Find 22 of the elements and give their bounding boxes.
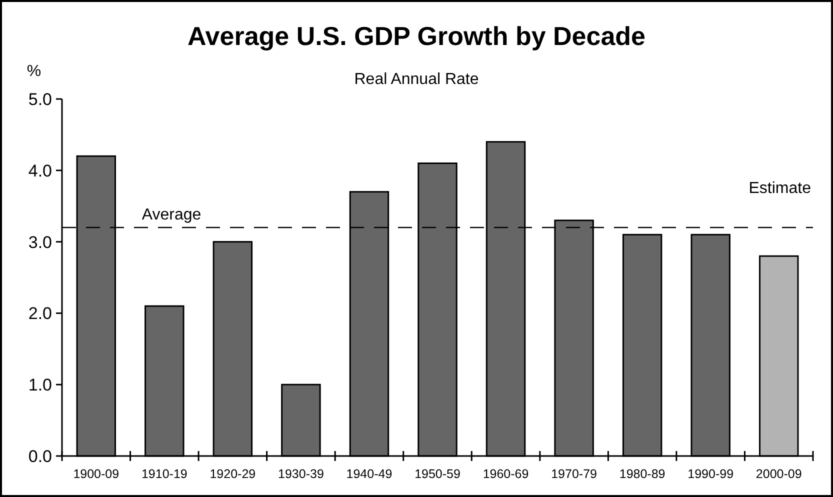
x-tick-label: 1960-69	[482, 467, 529, 481]
x-tick-label: 1980-89	[619, 467, 666, 481]
x-tick-label: 1990-99	[688, 467, 734, 481]
x-tick-label: 1970-79	[551, 467, 598, 481]
chart-title: Average U.S. GDP Growth by Decade	[187, 21, 646, 51]
chart-subtitle: Real Annual Rate	[354, 71, 479, 88]
ref-line-label: Average	[142, 206, 202, 224]
y-tick-label: 2.0	[28, 304, 52, 324]
x-tick-label: 2000-09	[756, 467, 802, 481]
y-tick-label: 1.0	[28, 376, 52, 395]
x-tick-label: 1920-29	[210, 467, 256, 481]
y-tick-label: 5.0	[28, 90, 52, 109]
y-tick-label: 4.0	[28, 161, 52, 180]
annotation: Estimate	[748, 180, 812, 197]
x-tick-label: 1910-19	[141, 467, 188, 481]
x-tick-label: 1940-49	[346, 467, 392, 481]
y-tick-label: 0.0	[28, 446, 52, 466]
y-tick-label: 3.0	[28, 232, 52, 252]
x-tick-label: 1930-39	[278, 467, 324, 481]
y-axis-title: %	[26, 63, 42, 80]
x-tick-label: 1900-09	[73, 467, 120, 481]
x-tick-label: 1950-59	[414, 467, 460, 481]
